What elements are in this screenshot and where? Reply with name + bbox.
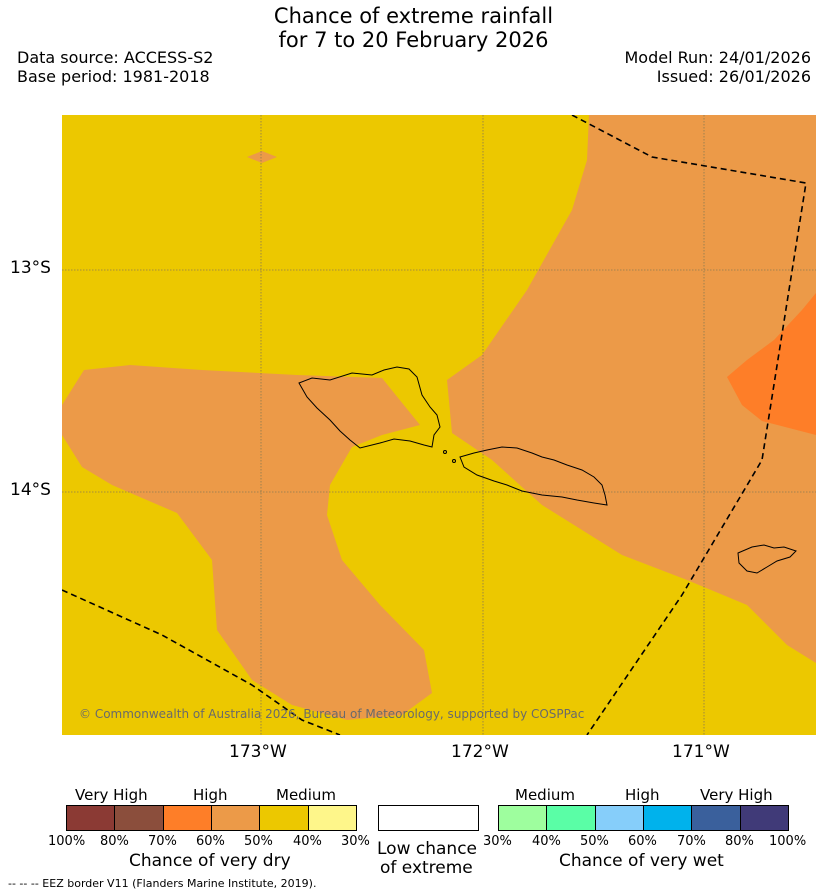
legend-swatch	[115, 806, 164, 830]
lon-label-172w: 172°W	[451, 742, 509, 762]
legend-wet-very-high: Very High	[700, 786, 773, 804]
legend-swatch	[308, 806, 356, 830]
coastlines	[298, 366, 797, 574]
legend-dry-tick: 60%	[196, 834, 225, 849]
legend-low-caption-2: of extreme	[380, 858, 473, 878]
legend-dry-tick: 70%	[148, 834, 177, 849]
legend-wet-caption: Chance of very wet	[559, 851, 724, 871]
graticule	[62, 115, 816, 735]
legend-wet-tick: 80%	[725, 834, 754, 849]
legend-low-swatch	[378, 805, 479, 831]
legend-swatch	[547, 806, 596, 830]
high-dry-patch	[247, 151, 277, 163]
lat-label-13s: 13°S	[10, 258, 51, 278]
legend-swatch	[692, 806, 741, 830]
legend-swatch	[595, 806, 644, 830]
legend-swatch	[643, 806, 693, 830]
legend-swatch	[499, 806, 548, 830]
legend-swatch	[260, 806, 309, 830]
legend-dry-medium: Medium	[276, 786, 336, 804]
tutuila-island	[737, 544, 797, 574]
islet	[452, 459, 456, 463]
legend-dry-very-high: Very High	[75, 786, 148, 804]
eez-border-east	[571, 115, 807, 735]
issued-date: Issued: 26/01/2026	[656, 67, 811, 86]
legend-swatch	[211, 806, 261, 830]
lat-label-14s: 14°S	[10, 480, 51, 500]
base-period: Base period: 1981-2018	[17, 67, 210, 86]
legend-wet-high: High	[625, 786, 660, 804]
legend-wet-colorbar	[498, 805, 789, 831]
legend-wet-tick: 30%	[483, 834, 512, 849]
eez-border-southwest	[62, 589, 341, 735]
high-dry-strong-region	[727, 293, 816, 435]
eez-border	[62, 115, 807, 735]
legend-dry-tick: 40%	[293, 834, 322, 849]
legend-dry-tick: 80%	[100, 834, 129, 849]
high-dry-region-west	[62, 365, 432, 720]
eez-footnote: -- -- -- EEZ border V11 (Flanders Marine…	[8, 877, 317, 890]
legend-wet-medium: Medium	[515, 786, 575, 804]
map-title-line1: Chance of extreme rainfall	[273, 4, 554, 28]
model-run: Model Run: 24/01/2026	[624, 48, 812, 67]
legend-dry-high: High	[193, 786, 228, 804]
legend-dry-caption: Chance of very dry	[129, 851, 291, 871]
rainfall-map: © Commonwealth of Australia 2026, Bureau…	[62, 115, 816, 735]
legend-wet-tick: 100%	[769, 834, 807, 849]
legend-dry-tick: 30%	[341, 834, 370, 849]
legend-swatch	[67, 806, 116, 830]
islet	[443, 450, 447, 454]
legend-swatch	[379, 806, 478, 830]
lon-label-173w: 173°W	[229, 742, 287, 762]
legend-dry-tick: 50%	[244, 834, 273, 849]
legend-swatch	[740, 806, 788, 830]
lon-label-171w: 171°W	[672, 742, 730, 762]
data-source: Data source: ACCESS-S2	[17, 48, 214, 67]
legend-dry-colorbar	[66, 805, 357, 831]
legend-dry-tick: 100%	[48, 834, 86, 849]
upolu-island	[459, 446, 608, 506]
savaii-island	[298, 366, 441, 449]
legend-wet-tick: 70%	[677, 834, 706, 849]
legend-wet-tick: 60%	[628, 834, 657, 849]
legend-low-caption-1: Low chance	[377, 839, 477, 859]
legend-wet-tick: 40%	[532, 834, 561, 849]
map-title-line2: for 7 to 20 February 2026	[278, 28, 549, 52]
copyright-notice: © Commonwealth of Australia 2026, Bureau…	[79, 707, 584, 721]
legend-swatch	[163, 806, 212, 830]
legend-wet-tick: 50%	[580, 834, 609, 849]
